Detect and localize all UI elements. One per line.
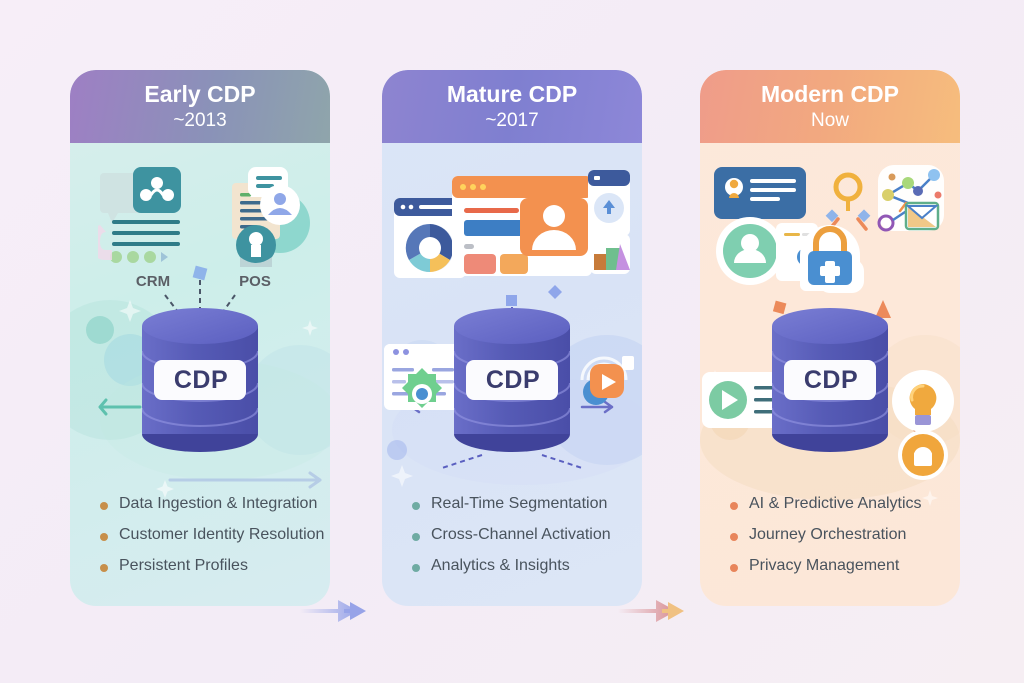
svg-text:CDP: CDP — [804, 366, 858, 394]
svg-text:CDP: CDP — [174, 366, 228, 394]
svg-text:CDP: CDP — [486, 366, 540, 394]
